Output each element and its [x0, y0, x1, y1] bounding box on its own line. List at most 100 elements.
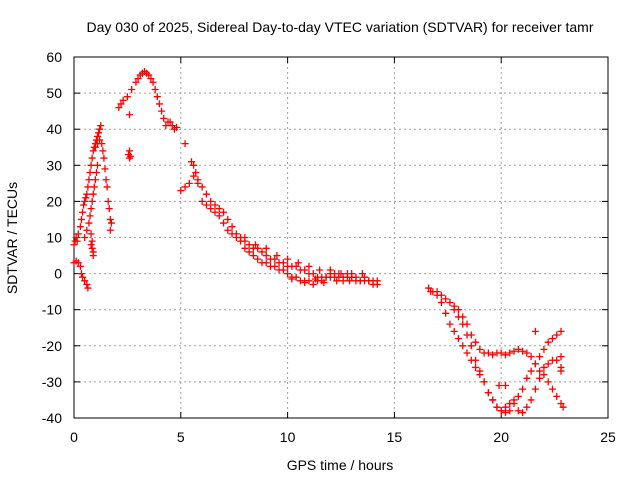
data-point-marker — [519, 347, 527, 355]
data-point-marker — [544, 378, 552, 386]
data-point-marker — [523, 403, 531, 411]
data-point-marker — [166, 118, 174, 126]
data-point-marker — [173, 123, 181, 131]
data-point-marker — [117, 100, 125, 108]
data-point-marker — [309, 280, 317, 288]
data-point-marker — [228, 223, 236, 231]
data-point-marker — [194, 179, 202, 187]
data-point-marker — [101, 165, 109, 173]
y-tick-label: -40 — [42, 410, 62, 426]
y-tick-label: 60 — [46, 49, 62, 65]
data-point-marker — [93, 161, 101, 169]
data-point-marker — [527, 353, 535, 361]
data-point-marker — [80, 201, 88, 209]
data-point-marker — [553, 356, 561, 364]
data-point-marker — [241, 234, 249, 241]
data-point-marker — [273, 252, 281, 260]
series-arc-late-outliers — [495, 327, 565, 390]
data-point-marker — [207, 205, 215, 213]
data-point-marker — [86, 169, 94, 177]
data-point-marker — [220, 208, 228, 216]
data-point-marker — [484, 349, 492, 357]
data-point-marker — [333, 277, 341, 285]
data-point-marker — [211, 208, 219, 216]
series-arc-a-start — [70, 257, 92, 292]
data-point-marker — [279, 259, 287, 267]
y-tick-label: -10 — [42, 302, 62, 318]
data-point-marker — [301, 279, 309, 287]
data-point-marker — [149, 78, 157, 86]
data-point-marker — [81, 197, 89, 205]
data-point-marker — [70, 241, 78, 249]
data-point-marker — [553, 392, 561, 400]
data-point-marker — [93, 132, 101, 140]
data-point-marker — [160, 114, 168, 122]
data-point-marker — [126, 147, 134, 155]
y-tick-label: 0 — [54, 266, 62, 282]
data-point-marker — [553, 331, 561, 339]
data-point-marker — [311, 275, 319, 283]
data-point-marker — [84, 284, 92, 292]
data-point-marker — [85, 176, 93, 184]
data-point-marker — [187, 158, 195, 166]
data-point-marker — [95, 129, 103, 137]
data-point-marker — [84, 183, 92, 191]
data-point-marker — [262, 252, 270, 260]
data-point-marker — [497, 349, 505, 357]
data-point-marker — [192, 169, 200, 177]
x-tick-label: 0 — [70, 429, 78, 445]
series-arc-g-scatter — [241, 234, 366, 287]
data-point-marker — [356, 277, 364, 285]
data-point-marker — [102, 176, 110, 184]
data-point-marker — [292, 262, 300, 270]
data-point-marker — [207, 197, 215, 205]
data-point-marker — [79, 208, 87, 216]
data-point-marker — [472, 338, 480, 346]
data-point-marker — [433, 288, 441, 296]
data-point-marker — [450, 327, 458, 335]
data-point-marker — [472, 356, 480, 364]
data-point-marker — [548, 335, 556, 343]
data-point-marker — [446, 320, 454, 328]
data-point-marker — [106, 226, 114, 234]
x-tick-label: 5 — [177, 429, 185, 445]
data-point-marker — [104, 197, 112, 205]
data-point-marker — [76, 262, 84, 270]
series-arc-d-peak — [91, 136, 115, 234]
data-point-marker — [89, 147, 97, 155]
data-point-marker — [202, 190, 210, 198]
data-point-marker — [527, 367, 535, 375]
data-point-marker — [531, 360, 539, 368]
data-point-marker — [472, 363, 480, 371]
data-point-marker — [254, 255, 262, 263]
data-point-marker — [83, 280, 91, 288]
data-point-marker — [320, 279, 328, 287]
data-point-marker — [245, 241, 253, 249]
series-arc-i-late — [433, 288, 565, 417]
data-point-marker — [198, 183, 206, 191]
data-point-marker — [493, 403, 501, 411]
data-point-marker — [88, 197, 96, 205]
data-point-marker — [531, 385, 539, 393]
y-tick-label: 10 — [46, 230, 62, 246]
data-point-marker — [279, 266, 287, 274]
series-arc-g-decline — [187, 158, 381, 288]
data-point-marker — [168, 122, 176, 130]
data-point-marker — [548, 385, 556, 393]
data-markers — [70, 67, 567, 417]
data-point-marker — [337, 270, 345, 278]
data-point-marker — [96, 136, 104, 144]
data-point-marker — [88, 237, 96, 245]
data-point-marker — [557, 367, 565, 375]
series-arc-h-late — [425, 284, 565, 417]
data-point-marker — [540, 371, 548, 379]
data-point-marker — [145, 71, 153, 79]
data-point-marker — [540, 345, 548, 353]
x-tick-label: 25 — [600, 429, 616, 445]
data-point-marker — [241, 244, 249, 252]
x-tick-label: 10 — [280, 429, 296, 445]
data-point-marker — [220, 219, 228, 227]
data-point-marker — [454, 335, 462, 343]
data-point-marker — [514, 392, 522, 400]
data-point-marker — [215, 205, 223, 213]
